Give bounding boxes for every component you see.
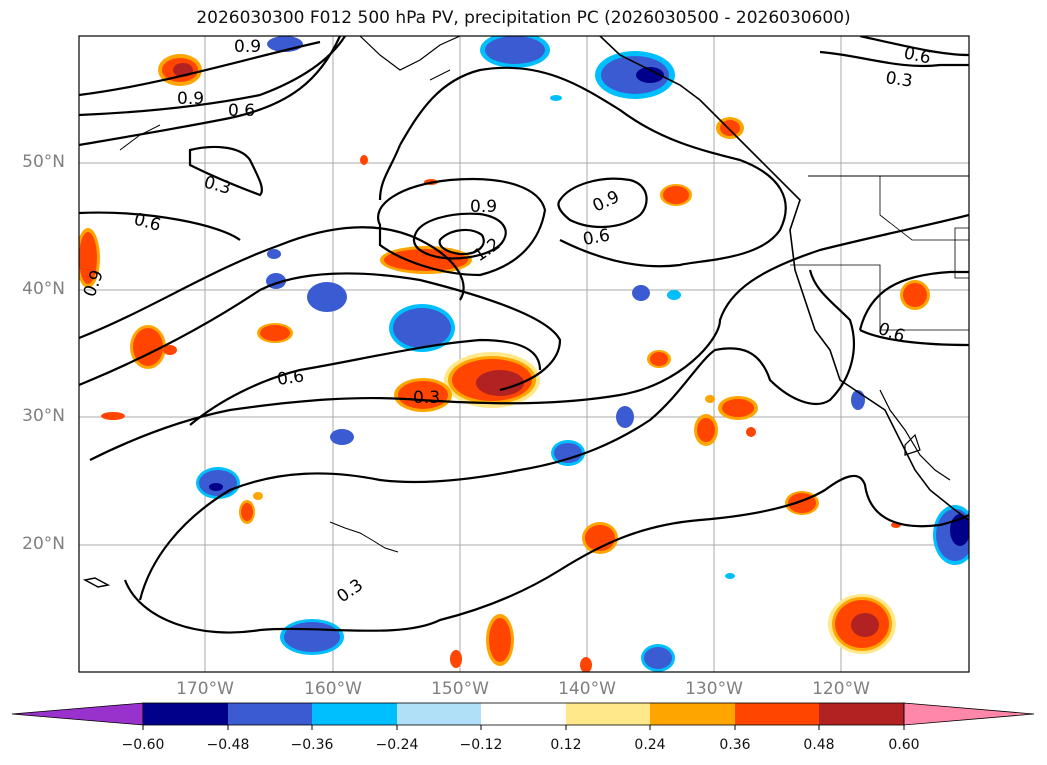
lat-label: 20°N <box>22 534 65 554</box>
colorbar-swatch <box>312 703 397 725</box>
colorbar-swatch <box>650 703 735 725</box>
contour-label: 0.9 <box>177 89 204 109</box>
lon-label: 140°W <box>558 679 616 699</box>
colorbar-tick-label: 0.36 <box>719 737 751 753</box>
lon-label: 150°W <box>431 679 489 699</box>
lat-label: 50°N <box>22 152 65 172</box>
colorbar-extend-high <box>903 702 1035 726</box>
map-frame <box>78 35 970 673</box>
colorbar-tick-label: 0.24 <box>634 737 666 753</box>
colorbar-tick-label: −0.36 <box>290 737 334 753</box>
contour-label: 0.3 <box>413 388 440 408</box>
colorbar-swatch <box>143 703 228 725</box>
colorbar-swatch <box>819 703 904 725</box>
contour-label: 1.2 <box>470 234 504 266</box>
contour-label: 0.9 <box>234 37 261 57</box>
lon-label: 130°W <box>685 679 743 699</box>
contour-label: 0.9 <box>590 187 623 217</box>
contour-label: 0.9 <box>470 197 497 217</box>
colorbar-swatch <box>228 703 312 725</box>
lon-label: 170°W <box>176 679 234 699</box>
map-title: 2026030300 F012 500 hPa PV, precipitatio… <box>196 8 851 28</box>
contour-label: 0.6 <box>276 366 306 390</box>
colorbar-swatch <box>481 703 566 725</box>
colorbar <box>11 702 1035 730</box>
lat-label: 40°N <box>22 279 65 299</box>
colorbar-tick-label: −0.12 <box>459 737 503 753</box>
contour-label: 0.3 <box>202 173 233 199</box>
pv-contours <box>79 36 969 634</box>
lat-label: 30°N <box>22 406 65 426</box>
colorbar-swatch <box>566 703 650 725</box>
precip-positive <box>79 54 930 672</box>
graticule <box>79 36 969 672</box>
precip-shading <box>79 36 969 672</box>
colorbar-tick-label: −0.24 <box>375 737 419 753</box>
coastlines <box>82 36 969 588</box>
colorbar-tick-label: −0.60 <box>121 737 165 753</box>
colorbar-extend-low <box>11 702 144 726</box>
lon-label: 120°W <box>812 679 870 699</box>
contour-label: 0.3 <box>884 68 914 92</box>
colorbar-tick-label: 0.60 <box>888 737 920 753</box>
colorbar-swatch <box>735 703 819 725</box>
colorbar-tick-label: −0.48 <box>206 737 250 753</box>
lon-label: 160°W <box>304 679 362 699</box>
contour-label: 0.3 <box>333 575 367 607</box>
colorbar-swatch <box>397 703 481 725</box>
contour-label: 0.6 <box>228 101 255 121</box>
contour-label: 0.6 <box>132 210 163 236</box>
contour-label: 0.6 <box>875 319 907 347</box>
map-field <box>79 36 969 672</box>
colorbar-tick-label: 0.12 <box>550 737 582 753</box>
colorbar-tick-label: 0.48 <box>803 737 835 753</box>
contour-label: 0.6 <box>581 226 611 250</box>
